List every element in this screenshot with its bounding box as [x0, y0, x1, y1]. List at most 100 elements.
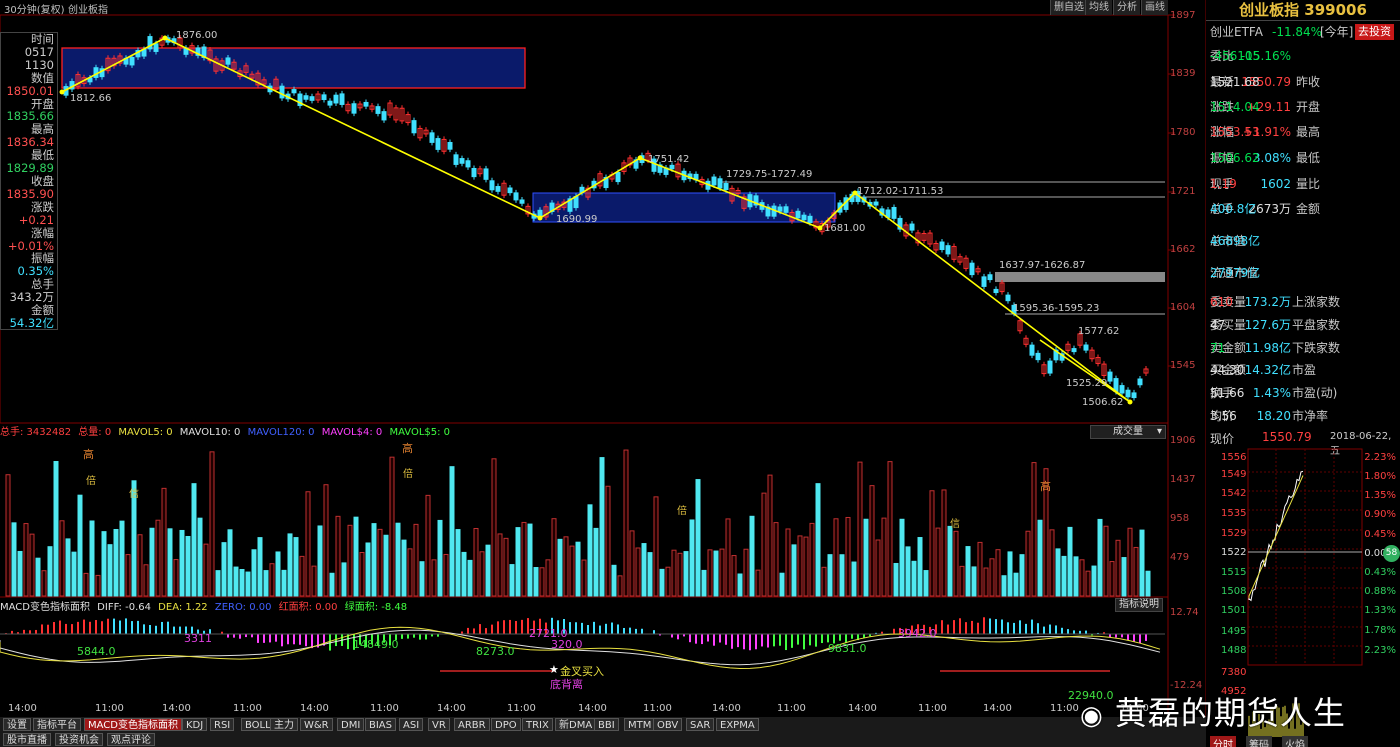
candle	[891, 206, 897, 219]
quote-value: 2673万	[1248, 202, 1291, 216]
tab-16[interactable]: BBI	[594, 718, 619, 731]
tab-20[interactable]: EXPMA	[716, 718, 759, 731]
breadth-label: 上涨家数	[1292, 295, 1341, 309]
candle	[717, 178, 723, 189]
macd-indicator-bar: MACD变色指标面积 DIFF: -0.64 DEA: 1.22 ZERO: 0…	[0, 598, 1170, 613]
tab-5[interactable]: BOLL	[241, 718, 275, 731]
volume-bar	[1133, 546, 1139, 597]
tab-19[interactable]: SAR	[686, 718, 715, 731]
macd-name[interactable]: MACD变色指标面积	[0, 602, 90, 613]
candle	[447, 141, 453, 150]
mini-left-tick: 1549	[1221, 469, 1247, 480]
analysis-button[interactable]: 分析	[1113, 0, 1140, 15]
info-tab-1[interactable]: 投资机会	[55, 733, 103, 746]
tab-0[interactable]: 设置	[3, 718, 31, 731]
draw-line-button[interactable]: 画线	[1141, 0, 1168, 15]
candle	[975, 268, 981, 273]
tab-10[interactable]: ASI	[399, 718, 424, 731]
candle	[213, 58, 219, 72]
tab-8[interactable]: DMI	[337, 718, 365, 731]
tab-3[interactable]: KDJ	[182, 718, 208, 731]
mini-right-tick: 1.78%	[1364, 625, 1396, 636]
remove-favorite-button[interactable]: 删自选	[1050, 0, 1087, 15]
quote-label: 委比	[1210, 49, 1235, 63]
volume-bar	[497, 533, 503, 597]
candle	[753, 195, 759, 206]
volume-bar	[971, 566, 977, 597]
tab-2[interactable]: MACD变色指标面积	[84, 718, 182, 731]
tab-7[interactable]: W&R	[300, 718, 333, 731]
trend-point	[59, 89, 65, 95]
tab-14[interactable]: TRIX	[522, 718, 553, 731]
tab-17[interactable]: MTM	[624, 718, 656, 731]
breadth-value: 47	[1210, 318, 1226, 332]
vol-tick: 479	[1170, 552, 1190, 563]
main-chart[interactable]	[0, 0, 1206, 747]
tab-12[interactable]: ARBR	[454, 718, 490, 731]
info-tab-2[interactable]: 观点评论	[107, 733, 155, 746]
trend-line	[854, 192, 1131, 403]
volume-bar	[161, 487, 167, 597]
volume-bar	[467, 559, 473, 597]
volume-bar	[143, 564, 149, 597]
volume-bar	[881, 517, 887, 597]
volume-bar	[635, 547, 641, 597]
volume-bar	[785, 528, 791, 597]
info-high: 1836.34	[6, 135, 54, 150]
volume-bar	[755, 569, 761, 597]
volume-bar	[407, 548, 413, 597]
invest-button[interactable]: 去投资	[1355, 24, 1394, 40]
tab-flame[interactable]: 火焰	[1282, 736, 1308, 747]
candle	[369, 105, 375, 110]
volume-bar	[989, 558, 995, 597]
tab-9[interactable]: BIAS	[365, 718, 396, 731]
quote-label: 最新	[1210, 75, 1235, 89]
info-vol: 343.2万	[9, 290, 54, 305]
volume-bar	[815, 483, 821, 597]
volume-bar	[929, 490, 935, 597]
tab-intraday[interactable]: 分时	[1210, 736, 1236, 747]
tab-18[interactable]: OBV	[653, 718, 683, 731]
volume-bar	[449, 466, 455, 597]
vol-tick: 1437	[1170, 474, 1196, 485]
volume-bar	[185, 535, 191, 597]
tab-11[interactable]: VR	[428, 718, 450, 731]
period-label[interactable]: 30分钟(复权)	[4, 5, 65, 16]
volume-type-dropdown[interactable]: 成交量 ▾	[1090, 425, 1166, 439]
candle	[783, 206, 789, 213]
price-tick: 1897	[1170, 10, 1196, 21]
badge-count[interactable]: 58	[1383, 545, 1400, 562]
ma-button[interactable]: 均线	[1085, 0, 1112, 15]
tab-13[interactable]: DPO	[491, 718, 521, 731]
quote-row: 最新 1550.79 昨收 1521.68	[1210, 71, 1398, 93]
tab-chips[interactable]: 筹码	[1246, 736, 1272, 747]
tab-15[interactable]: 新DMA	[555, 718, 597, 731]
mini-left-tick: 1488	[1221, 645, 1247, 656]
vol-mavol120: MAVOL120: 0	[247, 427, 315, 438]
volume-bar	[293, 537, 299, 597]
candle	[1035, 352, 1041, 361]
info-tab-0[interactable]: 股市直播	[3, 733, 51, 746]
volume-bar	[53, 461, 59, 597]
annot-low-3: 1681.00	[824, 223, 866, 234]
price-tick: 1721	[1170, 186, 1196, 197]
tab-1[interactable]: 指标平台	[33, 718, 81, 731]
info-low-label: 最低	[31, 148, 54, 163]
tab-6[interactable]: 主力	[270, 718, 298, 731]
time-tick: 14:00	[162, 703, 191, 714]
info-high-label: 最高	[31, 122, 54, 137]
volume-bar	[617, 575, 623, 597]
candle	[909, 223, 915, 231]
candle	[105, 57, 111, 72]
candle	[795, 210, 801, 219]
trend-point	[537, 215, 543, 221]
indicator-explain-button[interactable]: 指标说明	[1115, 598, 1163, 612]
quote-label: 最高	[1296, 125, 1321, 139]
mini-right-tick: 0.00%	[1364, 548, 1396, 559]
volume-bar	[119, 520, 125, 597]
candle	[327, 100, 333, 106]
tab-4[interactable]: RSI	[210, 718, 235, 731]
weibo-icon: ◉	[1080, 701, 1104, 731]
etf-name[interactable]: 创业ETFA	[1210, 25, 1263, 39]
annot-range-4: 1595.36-1595.23	[1013, 303, 1100, 314]
